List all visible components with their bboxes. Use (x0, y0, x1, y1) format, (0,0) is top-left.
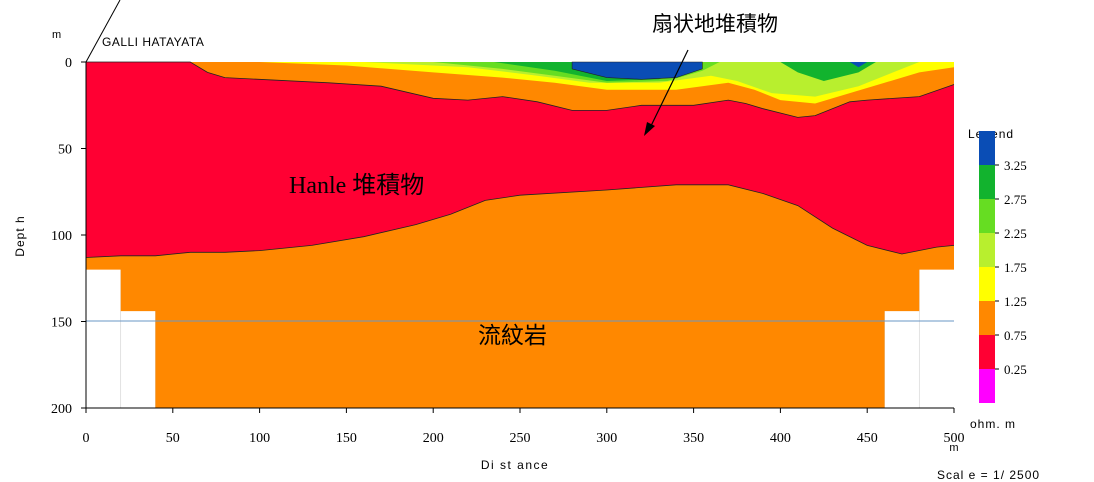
legend-colorbar: 3.25 2.75 2.25 1.75 1.25 0.75 0.25 (979, 131, 1027, 403)
x-tick-label: 150 (336, 431, 357, 446)
rhyolite-label: 流紋岩 (478, 323, 547, 348)
hanle-deposit-label: Hanle 堆積物 (289, 172, 424, 199)
legend-label: 2.75 (1004, 192, 1027, 207)
x-axis-unit: m (949, 442, 958, 454)
axis-ticks: 0 50 100 150 200 250 300 350 400 450 500 0 50 100 150 2… (51, 56, 965, 446)
legend-swatch (979, 267, 995, 301)
legend-unit: ohm. m (970, 417, 1016, 431)
fan-deposit-arrow (648, 49, 689, 131)
fan-deposit-arrowhead (644, 122, 655, 136)
x-tick-label: 400 (770, 431, 791, 446)
fan-darkgreen-zone (780, 62, 876, 81)
legend-swatch (979, 301, 995, 335)
legend-label: 1.25 (1004, 294, 1027, 309)
legend-label: 1.75 (1004, 260, 1027, 275)
legend-swatch (979, 233, 995, 267)
legend-swatch (979, 131, 995, 165)
y-tick-label: 0 (65, 56, 72, 71)
legend-label: 0.25 (1004, 362, 1027, 377)
x-tick-label: 200 (423, 431, 444, 446)
fan-blue-zone (571, 61, 703, 80)
resistivity-contour-fills (85, 61, 955, 408)
legend-swatch (979, 369, 995, 403)
x-tick-label: 500 (944, 431, 965, 446)
hanle-base-contour (85, 184, 955, 258)
legend-swatch (979, 335, 995, 369)
y-tick-label: 150 (51, 316, 72, 331)
x-tick-label: 50 (166, 431, 180, 446)
legend-label: 2.25 (1004, 226, 1027, 241)
x-tick-label: 350 (683, 431, 704, 446)
legend-swatch (979, 199, 995, 233)
x-axis-title: Di st ance (481, 458, 549, 472)
profile-line-marker (85, 0, 121, 63)
scale-label: Scal e = 1/ 2500 (937, 468, 1040, 482)
x-tick-label: 250 (510, 431, 531, 446)
orange-top-contour (86, 61, 955, 118)
x-tick-label: 0 (83, 431, 90, 446)
y-tick-label: 100 (51, 229, 72, 244)
site-label: GALLI HATAYATA (102, 35, 204, 49)
hanle-red-zone (86, 62, 954, 258)
x-tick-label: 300 (596, 431, 617, 446)
y-tick-label: 50 (58, 143, 72, 158)
depth-unit: m (52, 29, 61, 41)
y-tick-label: 200 (51, 402, 72, 417)
x-tick-label: 450 (857, 431, 878, 446)
legend-swatch (979, 165, 995, 199)
legend-label: 0.75 (1004, 328, 1027, 343)
x-tick-label: 100 (249, 431, 270, 446)
y-axis-title: Dept h (13, 215, 27, 256)
legend-label: 3.25 (1004, 158, 1027, 173)
fan-blue-zone (849, 62, 868, 68)
fan-deposit-label: 扇状地堆積物 (652, 12, 778, 36)
